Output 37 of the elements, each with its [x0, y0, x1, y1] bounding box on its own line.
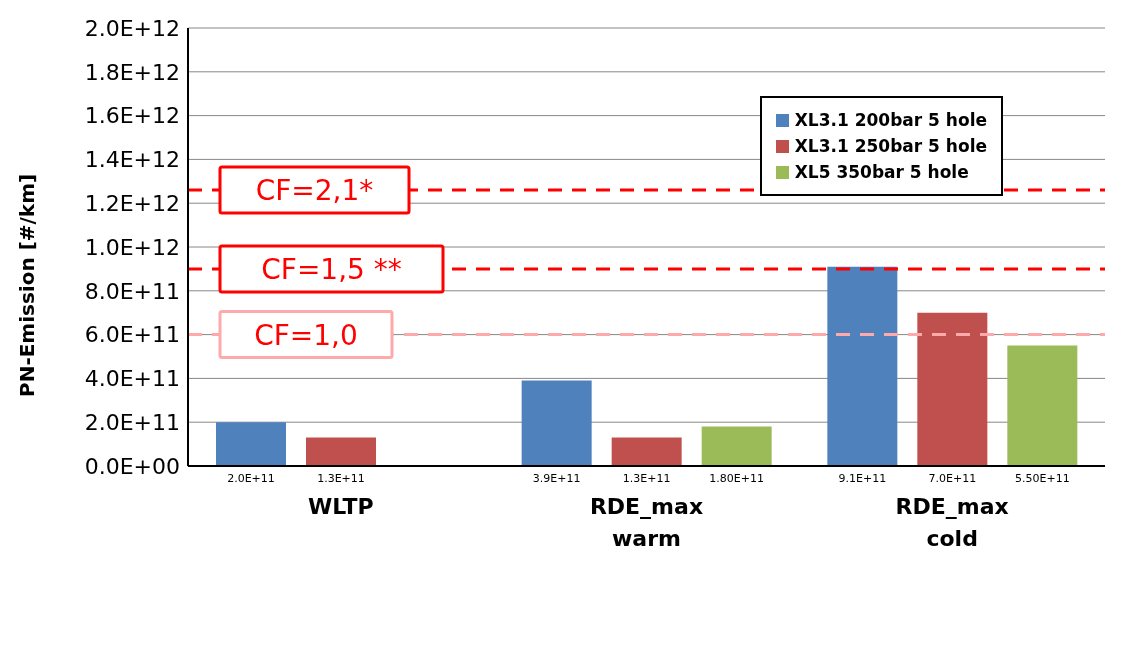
bar — [827, 266, 898, 466]
data-label: 9.1E+11 — [838, 472, 887, 485]
bar — [521, 380, 592, 466]
y-tick-label: 1.2E+12 — [84, 191, 180, 217]
y-tick-label: 8.0E+11 — [84, 278, 180, 304]
annotation: CF=2,1* — [255, 174, 374, 208]
data-label: 2.0E+11 — [227, 472, 275, 485]
bar — [701, 426, 772, 466]
y-tick-label: 1.8E+12 — [84, 59, 180, 85]
annotation: CF=1,5 ** — [261, 252, 402, 286]
y-tick-label: 4.0E+11 — [84, 366, 180, 392]
data-label: 1.3E+11 — [622, 472, 671, 485]
y-tick-label: 6.0E+11 — [84, 322, 180, 348]
legend-label: XL3.1 200bar 5 hole — [794, 110, 987, 130]
bar — [611, 437, 682, 466]
y-tick-label: 2.0E+11 — [84, 410, 180, 436]
bar — [1007, 345, 1078, 466]
data-label: 5.50E+11 — [1015, 472, 1070, 485]
x-tick-label: RDE_max cold — [895, 494, 1009, 551]
y-tick-label: 1.4E+12 — [84, 147, 180, 173]
y-axis-title: PN-Emission [#/km] — [15, 173, 40, 397]
x-tick-label: RDE_max warm — [589, 494, 704, 551]
annotation: CF=1,0 — [254, 318, 358, 352]
legend-label: XL3.1 250bar 5 hole — [794, 136, 987, 156]
y-tick-label: 1.6E+12 — [84, 103, 180, 129]
data-label: 1.3E+11 — [317, 472, 365, 485]
bar — [917, 312, 988, 466]
y-tick-label: 1.0E+12 — [84, 234, 180, 260]
data-label: 3.9E+11 — [532, 472, 581, 485]
y-tick-label: 2.0E+12 — [84, 15, 180, 41]
x-tick-label: WLTP — [307, 494, 374, 519]
bar — [216, 422, 286, 466]
data-label: 7.0E+11 — [928, 472, 977, 485]
legend-label: XL5 350bar 5 hole — [794, 162, 969, 182]
bar — [306, 437, 376, 466]
y-tick-label: 0.0E+00 — [84, 453, 180, 479]
data-label: 1.80E+11 — [709, 472, 764, 485]
